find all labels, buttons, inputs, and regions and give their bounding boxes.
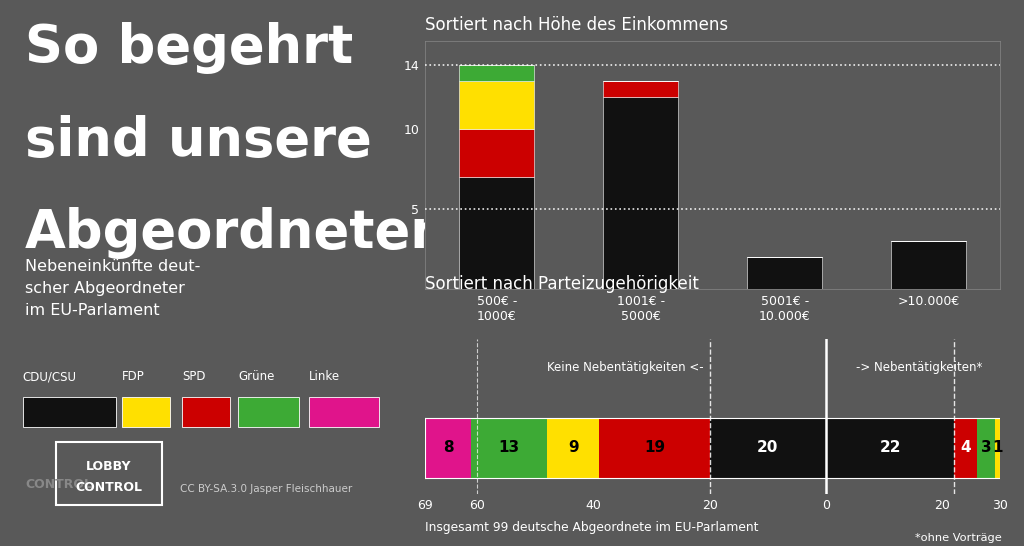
Text: sind unsere: sind unsere xyxy=(25,115,372,167)
Bar xyxy=(710,418,826,478)
Text: 20: 20 xyxy=(757,441,778,455)
Bar xyxy=(748,257,822,289)
Text: CONTROL: CONTROL xyxy=(25,478,92,491)
Bar xyxy=(891,241,966,289)
Bar xyxy=(460,129,535,177)
Text: So begehrt: So begehrt xyxy=(25,22,353,74)
Text: Abgeordneten: Abgeordneten xyxy=(25,207,449,259)
Text: Insgesamt 99 deutsche Abgeordnete im EU-Parlament: Insgesamt 99 deutsche Abgeordnete im EU-… xyxy=(425,521,759,534)
Bar xyxy=(460,65,535,81)
Text: 1: 1 xyxy=(992,441,1002,455)
FancyBboxPatch shape xyxy=(239,397,299,427)
Text: CDU/CSU: CDU/CSU xyxy=(23,370,77,383)
FancyBboxPatch shape xyxy=(122,397,170,427)
Text: Keine Nebentätigkeiten <-: Keine Nebentätigkeiten <- xyxy=(547,361,703,374)
Bar xyxy=(954,418,977,478)
Text: Nebeneinkünfte deut-
scher Abgeordneter
im EU-Parlament: Nebeneinkünfte deut- scher Abgeordneter … xyxy=(25,259,201,318)
Text: FDP: FDP xyxy=(122,370,145,383)
Text: CONTROL: CONTROL xyxy=(76,481,142,494)
Text: SPD: SPD xyxy=(182,370,206,383)
Text: Linke: Linke xyxy=(309,370,340,383)
Bar xyxy=(425,418,471,478)
Bar xyxy=(603,81,678,97)
FancyBboxPatch shape xyxy=(23,397,116,427)
Text: 13: 13 xyxy=(499,441,520,455)
FancyBboxPatch shape xyxy=(182,397,230,427)
Bar xyxy=(471,418,547,478)
Bar xyxy=(977,418,994,478)
Text: 22: 22 xyxy=(880,441,901,455)
Bar xyxy=(599,418,710,478)
Text: 19: 19 xyxy=(644,441,666,455)
Bar xyxy=(603,97,678,289)
FancyBboxPatch shape xyxy=(309,397,380,427)
Bar xyxy=(460,81,535,129)
Text: -> Nebentätigkeiten*: -> Nebentätigkeiten* xyxy=(856,361,982,374)
Text: Sortiert nach Höhe des Einkommens: Sortiert nach Höhe des Einkommens xyxy=(425,16,728,34)
Bar xyxy=(547,418,599,478)
Text: Grüne: Grüne xyxy=(239,370,274,383)
Bar xyxy=(460,177,535,289)
Bar xyxy=(994,418,1000,478)
Text: 8: 8 xyxy=(443,441,454,455)
Text: 4: 4 xyxy=(961,441,971,455)
Text: LOBBY: LOBBY xyxy=(86,460,132,473)
Bar xyxy=(826,418,954,478)
Text: CC BY-SA.3.0 Jasper Fleischhauer: CC BY-SA.3.0 Jasper Fleischhauer xyxy=(180,484,352,494)
Text: 9: 9 xyxy=(568,441,579,455)
Text: *ohne Vorträge: *ohne Vorträge xyxy=(914,533,1001,543)
Text: 3: 3 xyxy=(981,441,991,455)
Text: Sortiert nach Parteizugehörigkeit: Sortiert nach Parteizugehörigkeit xyxy=(425,275,698,293)
